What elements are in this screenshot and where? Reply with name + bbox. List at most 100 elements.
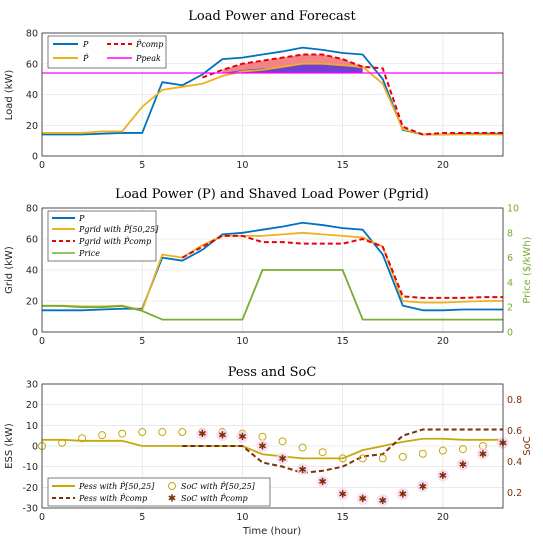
panel-2-legend: P Pgrid with P̂[50,25] Pgrid with P̂comp…	[47, 210, 159, 262]
soc-halo	[476, 447, 489, 460]
panel-2-ylabel: Grid (kW)	[4, 246, 15, 294]
legend-p3-1: Pess with P̂comp	[78, 494, 147, 503]
soc-marker	[458, 445, 467, 454]
soc-star-marker: ✱	[298, 465, 306, 476]
x-tick-label: 5	[139, 160, 145, 171]
soc-star-marker: ✱	[479, 449, 487, 460]
shaded-forecast-area	[222, 54, 363, 73]
soc-marker	[398, 452, 407, 461]
soc-star-marker: ✱	[338, 490, 346, 501]
soc-star-marker: ✱	[218, 431, 226, 442]
soc-star-marker: ✱	[439, 471, 447, 482]
soc-star-marker: ✱	[459, 460, 467, 471]
legend-p1-3: Ppeak	[135, 54, 161, 63]
legend-p2-2: Pgrid with P̂comp	[78, 237, 151, 246]
soc-halo	[256, 440, 269, 452]
soc-star-marker: ✱	[419, 482, 427, 493]
series-line	[42, 437, 503, 460]
soc-star-marker: ✱	[399, 490, 407, 501]
panel-2: Load Power (P) and Shaved Load Power (Pg…	[4, 187, 533, 347]
panel-3-title: Pess and SoC	[228, 365, 317, 380]
series-line	[42, 62, 503, 136]
y-right-tick-label: 0.4	[507, 457, 522, 468]
panel-3: Pess and SoC ✱ ✱ ✱ ✱ ✱ ✱ ✱ ✱ ✱ ✱ ✱ ✱ ✱ ✱ ✱ ✱ 0 5 10 15 20 -3…	[4, 365, 533, 537]
x-tick-label: 0	[39, 160, 45, 171]
y-right-tick-label: 0	[507, 328, 513, 339]
y-tick-label: 0	[32, 442, 38, 453]
y-tick-label: -30	[22, 504, 38, 515]
soc-halo	[196, 427, 209, 440]
series-line	[42, 221, 503, 312]
svg-text:✱: ✱	[168, 494, 176, 505]
series-line	[42, 269, 503, 321]
y-tick-label: 40	[26, 266, 38, 277]
soc-halo	[376, 494, 389, 507]
y-tick-label: 0	[32, 152, 38, 163]
soc-halo	[296, 463, 309, 476]
y-right-tick-label: 0.8	[507, 395, 522, 406]
panel-2-ylabel-right: Price ($/kWh)	[522, 236, 533, 303]
soc-halo	[396, 488, 409, 501]
x-tick-label: 5	[139, 512, 145, 523]
y-right-tick-label: 6	[507, 253, 513, 264]
y-tick-label: 20	[26, 400, 38, 411]
y-tick-label: 20	[26, 297, 38, 308]
series-line	[182, 428, 503, 474]
legend-p2-0: P	[78, 214, 85, 223]
y-tick-label: 0	[32, 328, 38, 339]
x-tick-label: 10	[236, 336, 248, 347]
panel-1-title: Load Power and Forecast	[188, 9, 356, 24]
y-tick-label: 40	[26, 90, 38, 101]
soc-marker	[258, 432, 267, 441]
x-tick-label: 20	[437, 336, 449, 347]
x-tick-label: 5	[139, 336, 145, 347]
x-tick-label: 10	[236, 512, 248, 523]
legend-p2-3: Price	[78, 249, 100, 258]
legend-p1-1: P̂	[82, 54, 89, 63]
y-tick-label: -20	[22, 483, 38, 494]
soc-halo	[336, 488, 349, 501]
y-tick-label: 80	[26, 204, 38, 215]
soc-star-marker: ✱	[278, 454, 286, 465]
x-tick-label: 15	[337, 512, 349, 523]
soc-star-marker: ✱	[379, 496, 387, 507]
soc-star-marker: ✱	[258, 442, 266, 453]
y-right-tick-label: 4	[507, 278, 513, 289]
y-right-tick-label: 0.6	[507, 426, 522, 437]
panel-2-title: Load Power (P) and Shaved Load Power (Pg…	[115, 187, 429, 202]
y-tick-label: -10	[22, 462, 38, 473]
soc-halo	[436, 469, 449, 482]
x-tick-label: 20	[437, 512, 449, 523]
soc-star-marker: ✱	[198, 429, 206, 440]
legend-p1-2: P̂comp	[135, 40, 163, 49]
soc-marker	[318, 448, 327, 457]
panel-3-frame	[41, 383, 504, 509]
panel-2-frame	[41, 207, 504, 333]
panel-3-xlabel: Time (hour)	[242, 526, 301, 537]
soc-marker	[78, 434, 87, 443]
y-tick-label: 10	[26, 421, 38, 432]
panel-1: Load Power and Forecast 0 5 10 15 20 0 20 40 60 8…	[4, 9, 504, 171]
soc-halo	[276, 452, 289, 465]
x-tick-label: 15	[337, 160, 349, 171]
soc-marker	[138, 428, 147, 437]
soc-marker	[278, 437, 287, 446]
y-right-tick-label: 0.2	[507, 488, 522, 499]
soc-marker	[438, 446, 447, 455]
soc-halo	[216, 429, 229, 442]
soc-halo	[356, 492, 369, 505]
soc-halo	[236, 430, 249, 443]
y-tick-label: 80	[26, 29, 38, 40]
x-tick-label: 10	[236, 160, 248, 171]
soc-halo	[416, 480, 429, 493]
panel-3-legend: Pess with P̂[50,25] Pess with P̂comp SoC…	[47, 477, 271, 507]
soc-marker	[98, 431, 107, 440]
soc-halo	[316, 475, 329, 488]
y-tick-label: 60	[26, 59, 38, 70]
panel-3-ylabel-right: SoC	[522, 436, 533, 455]
series-line	[201, 53, 503, 136]
legend-p3-2: SoC with P̂[50,25]	[181, 482, 256, 491]
panel-1-legend: P P̂ P̂comp Ppeak	[47, 35, 167, 69]
soc-marker	[378, 454, 387, 463]
